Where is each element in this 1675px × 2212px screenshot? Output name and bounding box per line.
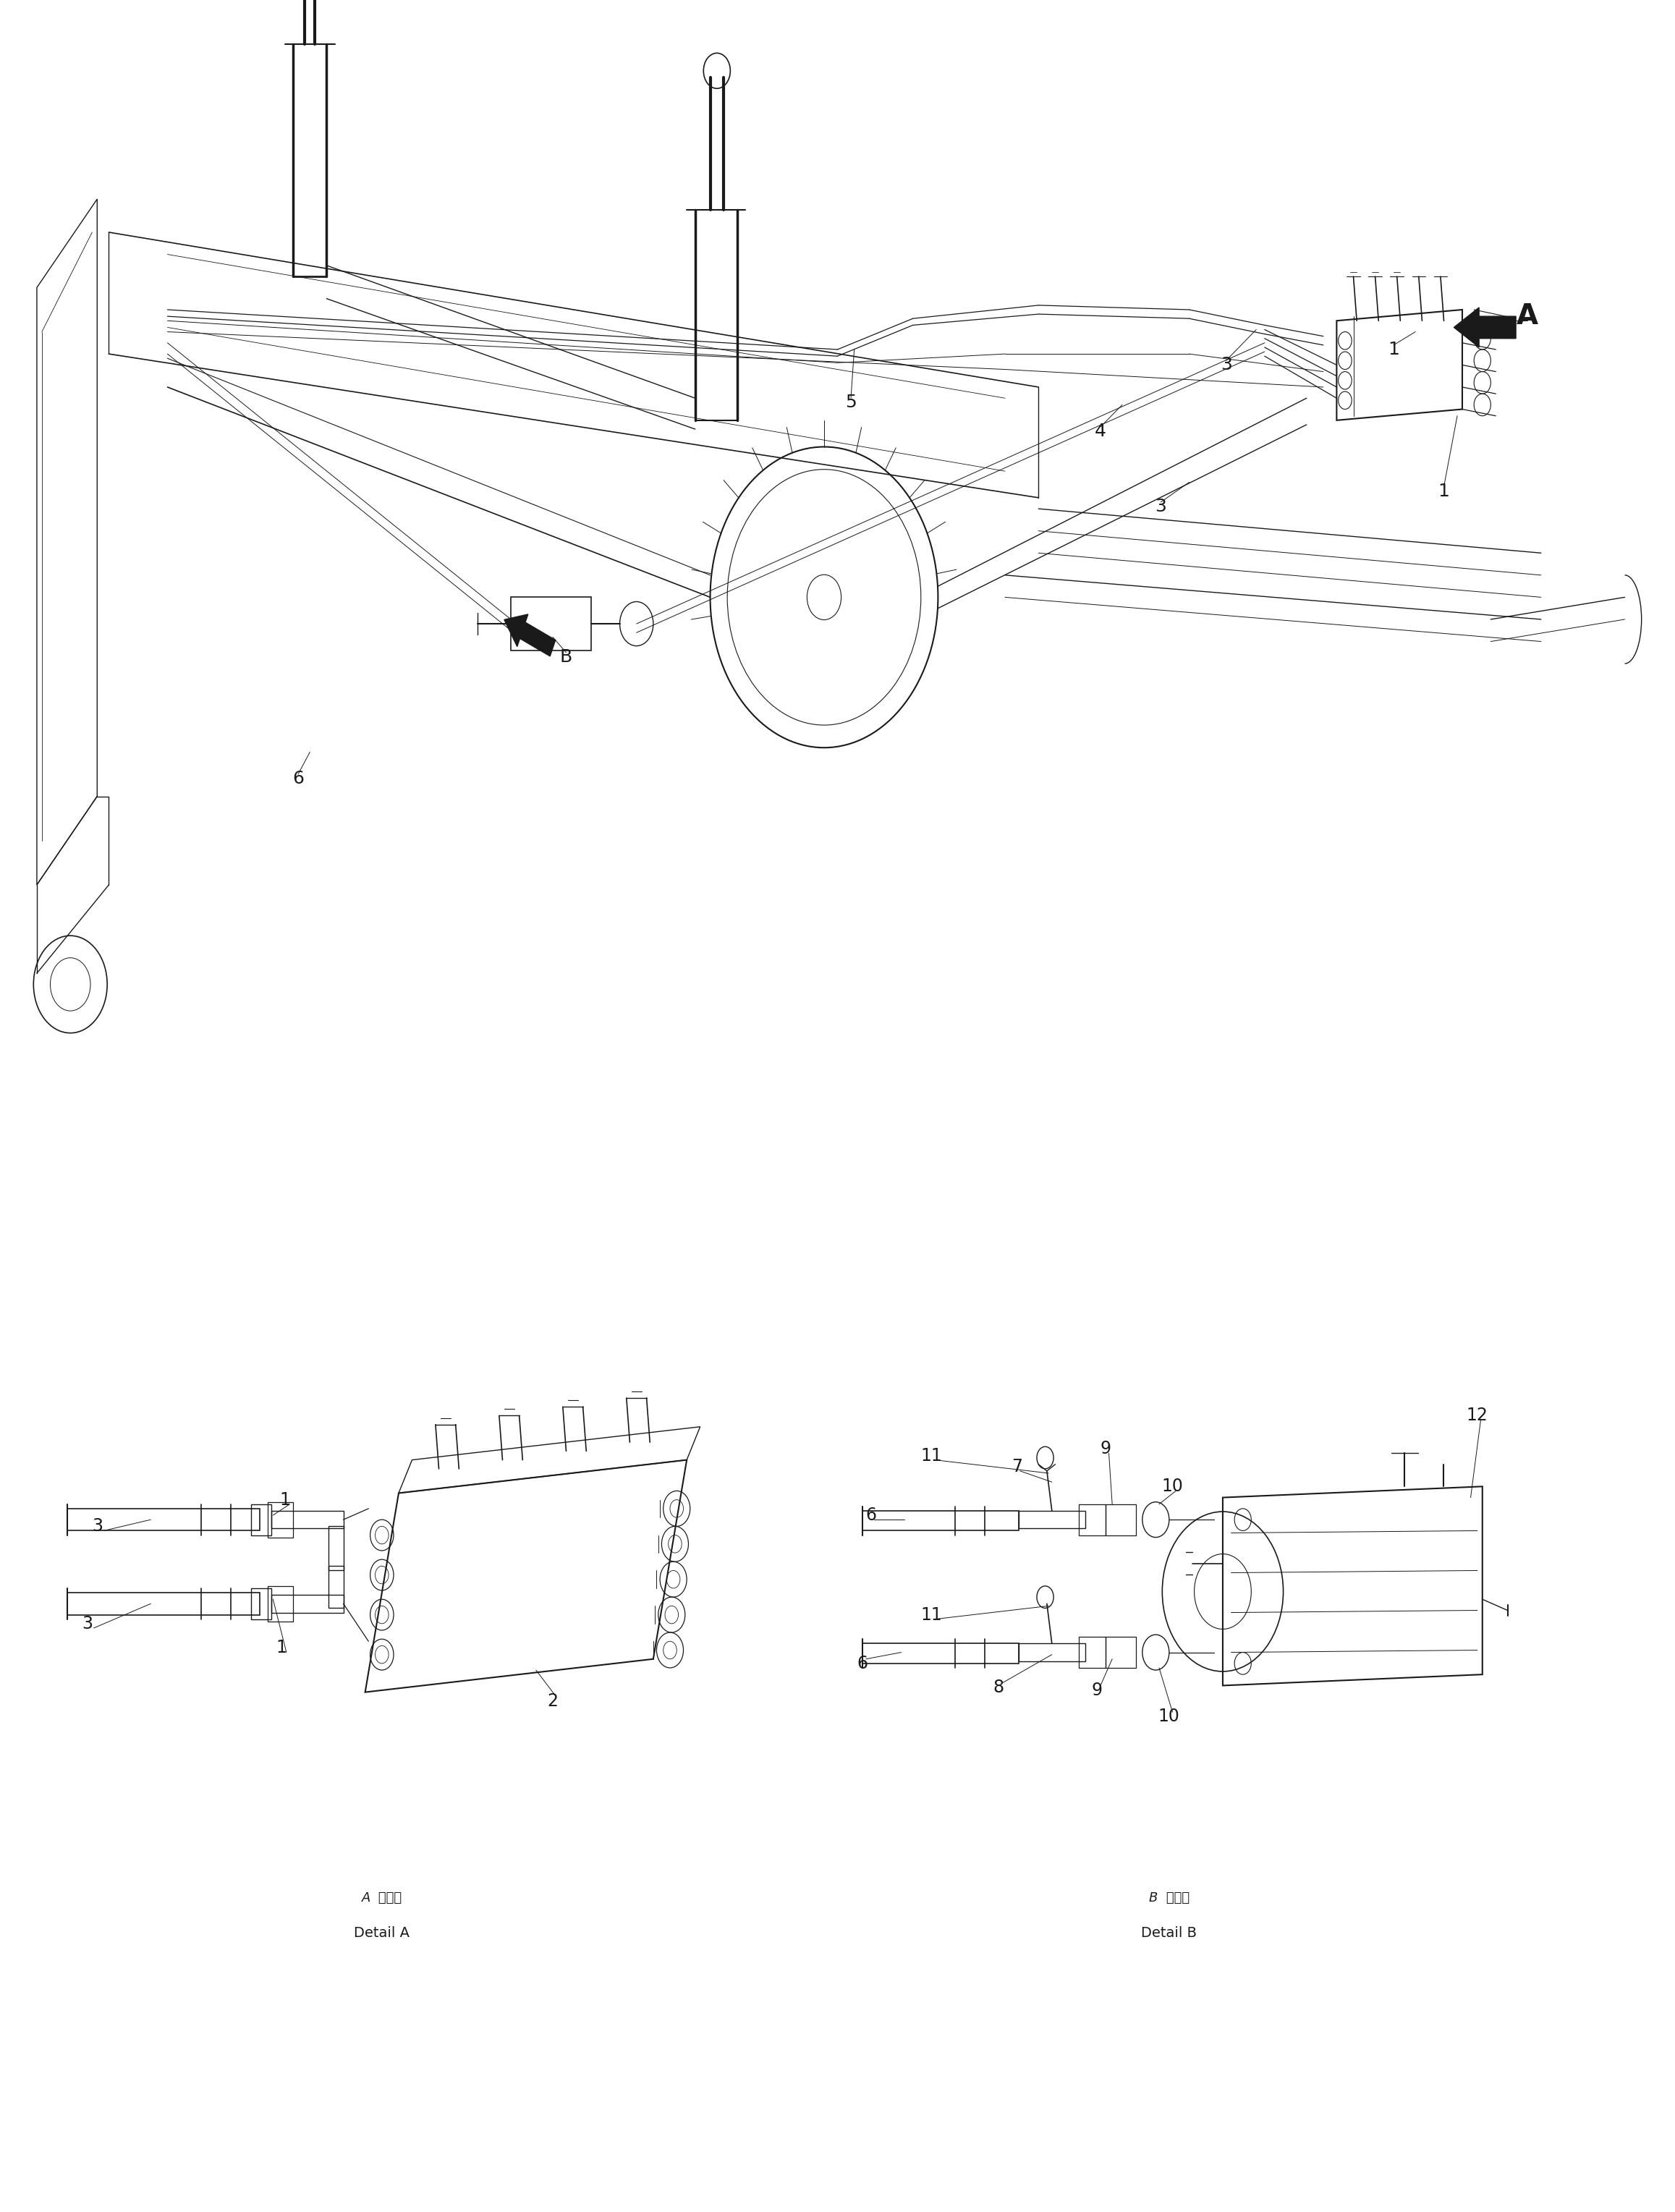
Text: 3: 3	[92, 1517, 102, 1535]
Text: A  詳細図: A 詳細図	[362, 1891, 402, 1905]
Text: 11: 11	[921, 1447, 941, 1464]
FancyArrow shape	[504, 615, 556, 657]
Text: 12: 12	[1467, 1407, 1487, 1425]
Text: B: B	[559, 648, 573, 666]
Text: A: A	[1516, 303, 1539, 330]
Text: 3: 3	[1156, 498, 1166, 515]
Text: 2: 2	[548, 1692, 558, 1710]
Text: 10: 10	[1162, 1478, 1183, 1495]
Text: 3: 3	[1221, 356, 1231, 374]
Text: B  詳細図: B 詳細図	[1149, 1891, 1189, 1905]
Text: 1: 1	[276, 1639, 286, 1657]
Text: 11: 11	[921, 1606, 941, 1624]
Text: 9: 9	[1100, 1440, 1111, 1458]
Text: Detail A: Detail A	[353, 1927, 410, 1940]
Text: 1: 1	[1389, 341, 1399, 358]
Text: 1: 1	[280, 1491, 290, 1509]
Text: 9: 9	[1092, 1681, 1102, 1699]
Text: 7: 7	[1012, 1458, 1022, 1475]
Text: 5: 5	[846, 394, 856, 411]
Bar	[511, 597, 591, 650]
Text: 6: 6	[293, 770, 303, 787]
FancyArrow shape	[1454, 307, 1516, 347]
Text: 6: 6	[866, 1506, 876, 1524]
Text: 10: 10	[1159, 1708, 1179, 1725]
Text: 3: 3	[82, 1615, 92, 1632]
Text: 8: 8	[993, 1679, 1003, 1697]
Text: 6: 6	[858, 1655, 868, 1672]
Text: 1: 1	[1439, 482, 1449, 500]
Text: 4: 4	[1095, 422, 1106, 440]
Text: Detail B: Detail B	[1141, 1927, 1198, 1940]
